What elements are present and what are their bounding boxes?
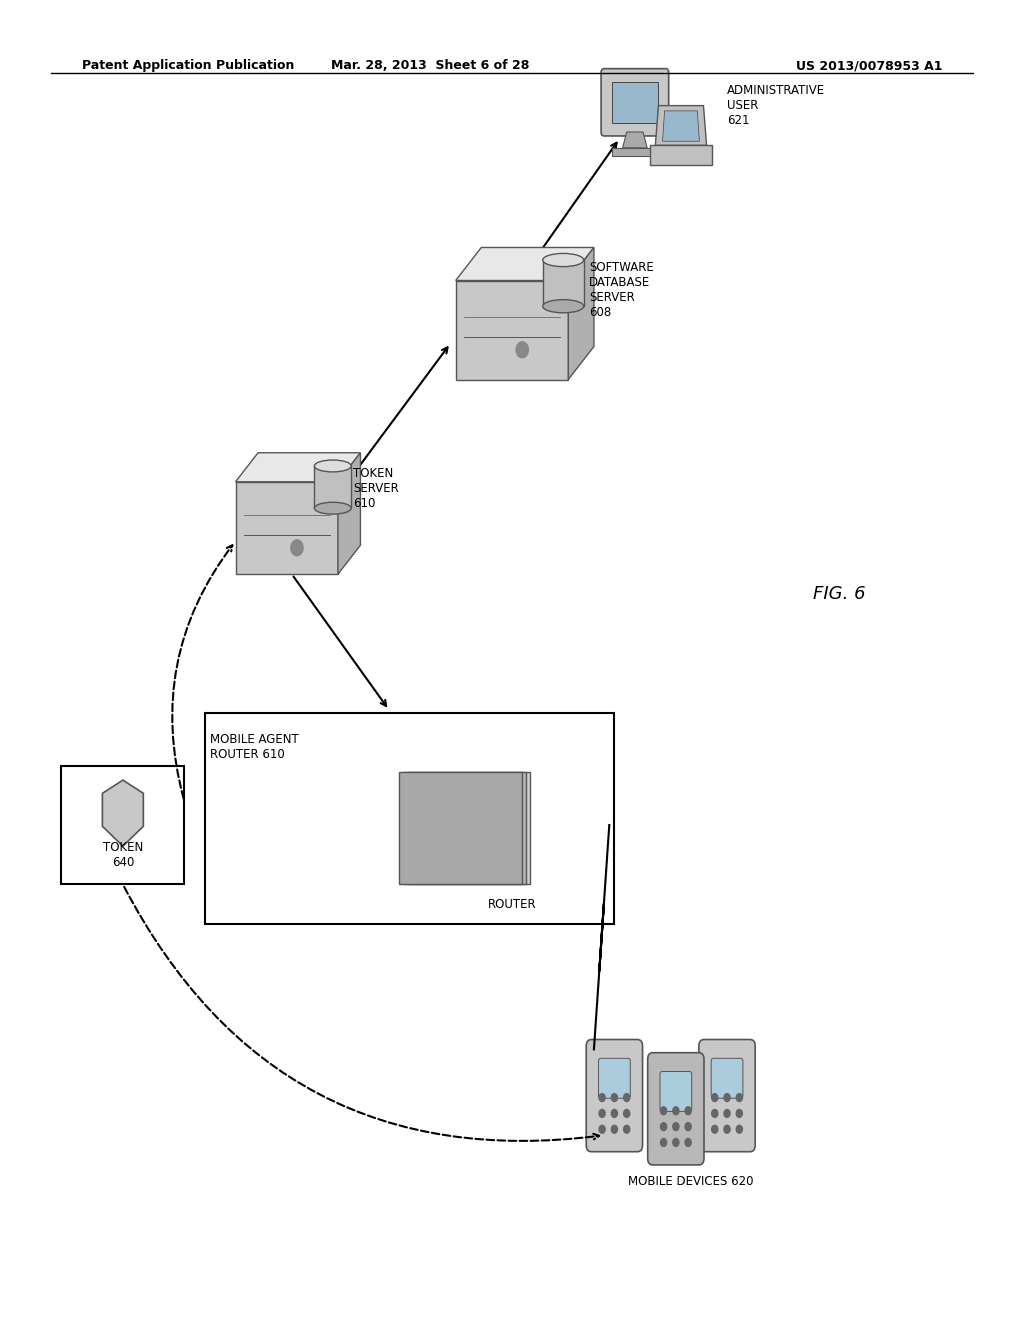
Circle shape [624,1125,630,1133]
Circle shape [599,1109,605,1117]
Text: TOKEN
640: TOKEN 640 [102,841,143,869]
Polygon shape [650,145,712,165]
Circle shape [611,1093,617,1101]
Circle shape [599,1093,605,1101]
FancyBboxPatch shape [205,713,614,924]
Polygon shape [403,772,526,884]
Polygon shape [236,453,360,482]
Polygon shape [623,132,647,148]
Circle shape [724,1125,730,1133]
Circle shape [673,1122,679,1130]
Circle shape [660,1106,667,1114]
Text: MOBILE AGENT
ROUTER 610: MOBILE AGENT ROUTER 610 [210,733,299,760]
Circle shape [685,1138,691,1146]
Circle shape [712,1125,718,1133]
Text: ADMINISTRATIVE
USER
621: ADMINISTRATIVE USER 621 [727,84,825,127]
Polygon shape [456,248,594,281]
Text: Mar. 28, 2013  Sheet 6 of 28: Mar. 28, 2013 Sheet 6 of 28 [331,59,529,73]
Polygon shape [612,82,657,123]
Polygon shape [338,453,360,574]
Circle shape [599,1125,605,1133]
Circle shape [624,1109,630,1117]
Polygon shape [408,772,530,884]
Text: Patent Application Publication: Patent Application Publication [82,59,294,73]
Circle shape [516,342,528,358]
Polygon shape [612,148,657,156]
Polygon shape [399,772,522,884]
FancyBboxPatch shape [698,1040,756,1151]
Ellipse shape [314,459,351,471]
Circle shape [736,1109,742,1117]
Circle shape [685,1106,691,1114]
FancyBboxPatch shape [586,1040,643,1151]
Polygon shape [456,281,568,380]
Polygon shape [314,466,351,508]
Circle shape [736,1093,742,1101]
FancyBboxPatch shape [598,1059,631,1098]
Polygon shape [663,111,699,141]
Ellipse shape [543,300,584,313]
FancyBboxPatch shape [711,1059,743,1098]
Circle shape [712,1093,718,1101]
Circle shape [673,1138,679,1146]
FancyBboxPatch shape [61,766,184,884]
Text: FIG. 6: FIG. 6 [813,585,866,603]
Circle shape [291,540,303,556]
Circle shape [673,1106,679,1114]
Circle shape [736,1125,742,1133]
Text: ROUTER: ROUTER [487,898,537,911]
FancyBboxPatch shape [648,1053,705,1166]
Circle shape [611,1109,617,1117]
Text: MOBILE DEVICES 620: MOBILE DEVICES 620 [629,1175,754,1188]
Polygon shape [102,780,143,846]
Circle shape [624,1093,630,1101]
Ellipse shape [314,502,351,515]
FancyBboxPatch shape [660,1072,692,1111]
Polygon shape [236,482,338,574]
Circle shape [724,1093,730,1101]
FancyBboxPatch shape [601,69,669,136]
Circle shape [660,1138,667,1146]
Text: TOKEN
SERVER
610: TOKEN SERVER 610 [353,467,399,510]
Polygon shape [655,106,707,145]
Ellipse shape [543,253,584,267]
Circle shape [611,1125,617,1133]
Polygon shape [568,248,594,380]
Text: SOFTWARE
DATABASE
SERVER
608: SOFTWARE DATABASE SERVER 608 [589,261,653,319]
Circle shape [712,1109,718,1117]
Circle shape [724,1109,730,1117]
Polygon shape [543,260,584,306]
Circle shape [660,1122,667,1130]
Text: US 2013/0078953 A1: US 2013/0078953 A1 [796,59,942,73]
Circle shape [685,1122,691,1130]
